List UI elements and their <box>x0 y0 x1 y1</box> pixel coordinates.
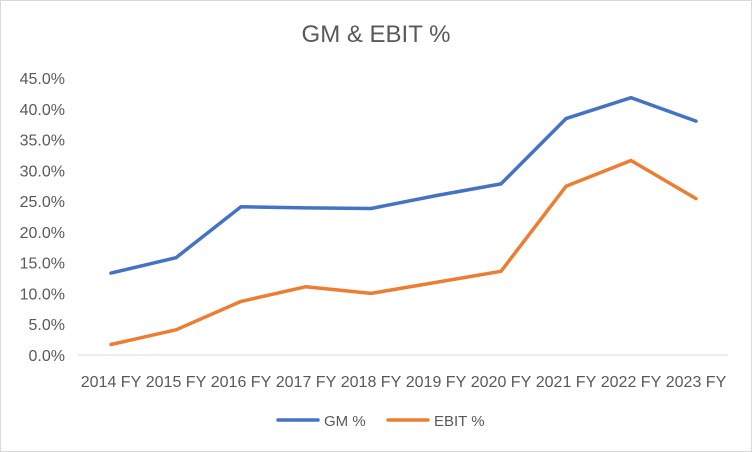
x-tick-label: 2023 FY <box>666 374 727 391</box>
y-tick-label: 45.0% <box>20 71 65 88</box>
legend-label: EBIT % <box>434 413 485 430</box>
y-tick-label: 35.0% <box>20 133 65 150</box>
x-tick-label: 2019 FY <box>406 374 467 391</box>
x-tick-label: 2017 FY <box>276 374 337 391</box>
legend-item: GM % <box>276 413 366 430</box>
y-tick-label: 25.0% <box>20 194 65 211</box>
y-tick-label: 15.0% <box>20 256 65 273</box>
x-tick-label: 2021 FY <box>536 374 597 391</box>
y-tick-label: 20.0% <box>20 225 65 242</box>
legend: GM % EBIT % <box>276 413 485 430</box>
series-line <box>109 158 698 347</box>
x-tick-label: 2022 FY <box>601 374 662 391</box>
x-tick-label: 2016 FY <box>211 374 272 391</box>
y-tick-label: 0.0% <box>29 348 65 365</box>
x-tick-label: 2015 FY <box>146 374 207 391</box>
series-ebit <box>109 158 698 347</box>
series-layer <box>109 95 698 347</box>
x-axis: 2014 FY 2015 FY 2016 FY 2017 FY 2018 FY 2019 … <box>78 354 728 391</box>
legend-label: GM % <box>324 413 366 430</box>
x-tick-label: 2014 FY <box>81 374 142 391</box>
series-gm <box>109 95 698 275</box>
series-line <box>109 95 698 275</box>
legend-item: EBIT % <box>386 413 485 430</box>
y-tick-label: 30.0% <box>20 163 65 180</box>
y-axis: 0.0% 5.0% 10.0% 15.0% 20.0% 25.0% 30.0% 35.0% 40… <box>20 71 65 365</box>
y-tick-label: 10.0% <box>20 286 65 303</box>
x-tick-label: 2020 FY <box>471 374 532 391</box>
y-tick-label: 5.0% <box>29 317 65 334</box>
chart-title: GM & EBIT % <box>301 21 451 48</box>
y-tick-label: 40.0% <box>20 102 65 119</box>
x-tick-label: 2018 FY <box>341 374 402 391</box>
